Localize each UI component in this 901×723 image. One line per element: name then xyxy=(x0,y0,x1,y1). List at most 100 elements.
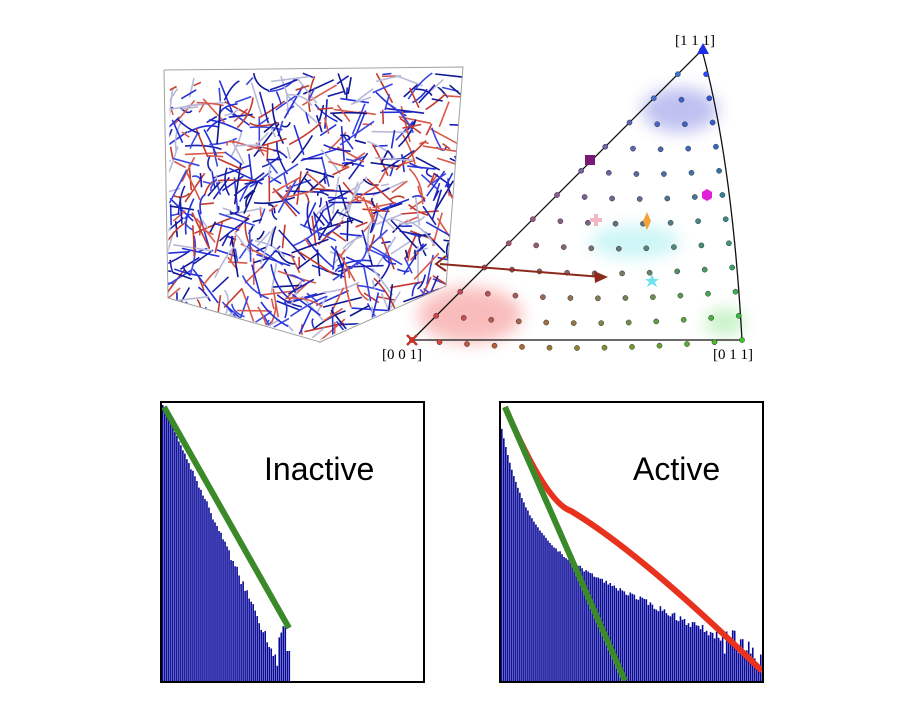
histogram-bar xyxy=(246,590,248,681)
histogram-bar xyxy=(757,664,760,681)
histogram-active: Active xyxy=(499,401,764,683)
histogram-bar xyxy=(611,586,614,681)
histogram-bar xyxy=(545,537,547,681)
histogram-bar xyxy=(699,629,702,681)
histogram-bar xyxy=(214,522,216,681)
histogram-bar xyxy=(507,455,509,681)
histogram-bar xyxy=(234,566,236,681)
histogram-bar xyxy=(709,632,712,681)
histogram-bar xyxy=(543,535,545,681)
histogram-bar xyxy=(669,616,672,681)
histogram-bar xyxy=(697,625,700,681)
cross-marker xyxy=(406,334,418,346)
histogram-bar xyxy=(573,564,575,681)
histogram-bar xyxy=(683,619,686,681)
histogram-bar xyxy=(270,648,273,681)
histogram-bar xyxy=(236,566,238,681)
histogram-bar xyxy=(248,598,250,681)
arrow xyxy=(434,255,608,283)
histogram-bar xyxy=(182,450,184,681)
histogram-bar xyxy=(254,610,256,681)
histogram-bar xyxy=(695,625,698,681)
histogram-bar xyxy=(719,640,722,681)
histogram-bar xyxy=(505,447,507,681)
dislocation-lines xyxy=(168,72,463,340)
histogram-bar xyxy=(711,632,714,681)
histogram-bar xyxy=(587,571,589,681)
histogram-bar xyxy=(242,581,244,681)
arrow-tail xyxy=(434,255,447,272)
histogram-bar xyxy=(230,560,232,681)
histogram-bar xyxy=(238,575,240,681)
histogram-bar xyxy=(627,595,630,681)
histogram-bar xyxy=(729,644,732,681)
histogram-bar xyxy=(162,405,164,681)
histogram-bar xyxy=(679,616,682,681)
histogram-bar xyxy=(202,495,204,681)
histogram-bar xyxy=(615,588,618,681)
triangle-outline xyxy=(410,48,743,341)
histogram-bar xyxy=(549,543,551,681)
histogram-bar xyxy=(272,655,275,681)
histogram-bar xyxy=(713,638,716,681)
histogram-bar xyxy=(589,572,591,681)
histogram-bar xyxy=(647,605,650,681)
diamond-marker xyxy=(643,212,651,230)
histogram-bar xyxy=(727,638,730,681)
histogram-bar xyxy=(511,469,513,681)
fit-line xyxy=(502,405,628,681)
histogram-bar xyxy=(595,577,597,681)
histogram-bar xyxy=(633,594,636,681)
histogram-bar xyxy=(180,445,182,681)
region-001 xyxy=(418,287,522,343)
histogram-bar xyxy=(707,635,710,681)
histogram-bar xyxy=(583,571,585,681)
region-011 xyxy=(705,308,745,336)
histogram-bar xyxy=(164,409,166,681)
histogram-bar xyxy=(655,609,658,681)
corner-label-111: [1 1 1] xyxy=(675,33,715,49)
histogram-bar xyxy=(643,599,646,681)
histogram-bar xyxy=(501,428,503,681)
histogram-bar xyxy=(517,487,519,681)
histogram-bar xyxy=(717,637,720,681)
histogram-bar xyxy=(274,654,277,681)
histogram-bar xyxy=(565,558,567,681)
histogram-bar xyxy=(651,604,654,681)
histogram-bar xyxy=(691,622,694,681)
histogram-bar xyxy=(533,521,535,681)
corner-label-001: [0 0 1] xyxy=(382,347,422,363)
histogram-bar xyxy=(280,632,283,681)
histogram-bar xyxy=(268,647,271,681)
histogram-bar xyxy=(731,630,734,681)
histogram-bar xyxy=(250,601,252,681)
histogram-bar xyxy=(557,551,559,681)
histogram-bar xyxy=(190,469,192,681)
square-marker xyxy=(585,155,595,165)
stereographic-triangle: [1 1 1] [0 0 1] [0 1 1] xyxy=(380,20,780,370)
histogram-bar xyxy=(541,532,543,681)
histogram-bar xyxy=(631,593,634,681)
histogram-bar xyxy=(539,530,541,681)
histogram-bar xyxy=(715,631,718,681)
fit-line xyxy=(162,405,292,630)
histogram-bar xyxy=(687,623,690,681)
histogram-inactive: Inactive xyxy=(160,401,425,683)
histogram-bar xyxy=(725,631,728,681)
histogram-bar xyxy=(689,627,692,681)
histogram-bar xyxy=(515,481,517,681)
histogram-bar xyxy=(284,625,287,681)
cube-image xyxy=(163,66,464,343)
histogram-bar xyxy=(240,584,242,681)
histogram-bar xyxy=(597,577,599,681)
histogram-bar xyxy=(262,632,264,681)
histogram-bar xyxy=(667,615,670,681)
histogram-bar xyxy=(523,502,525,681)
histogram-bar xyxy=(577,565,579,681)
region-111 xyxy=(642,88,718,132)
histogram-bar xyxy=(663,609,666,681)
histogram-bar xyxy=(210,513,212,681)
histogram-bar xyxy=(753,658,756,681)
histogram-bar xyxy=(685,625,688,681)
histogram-bar xyxy=(166,414,168,681)
